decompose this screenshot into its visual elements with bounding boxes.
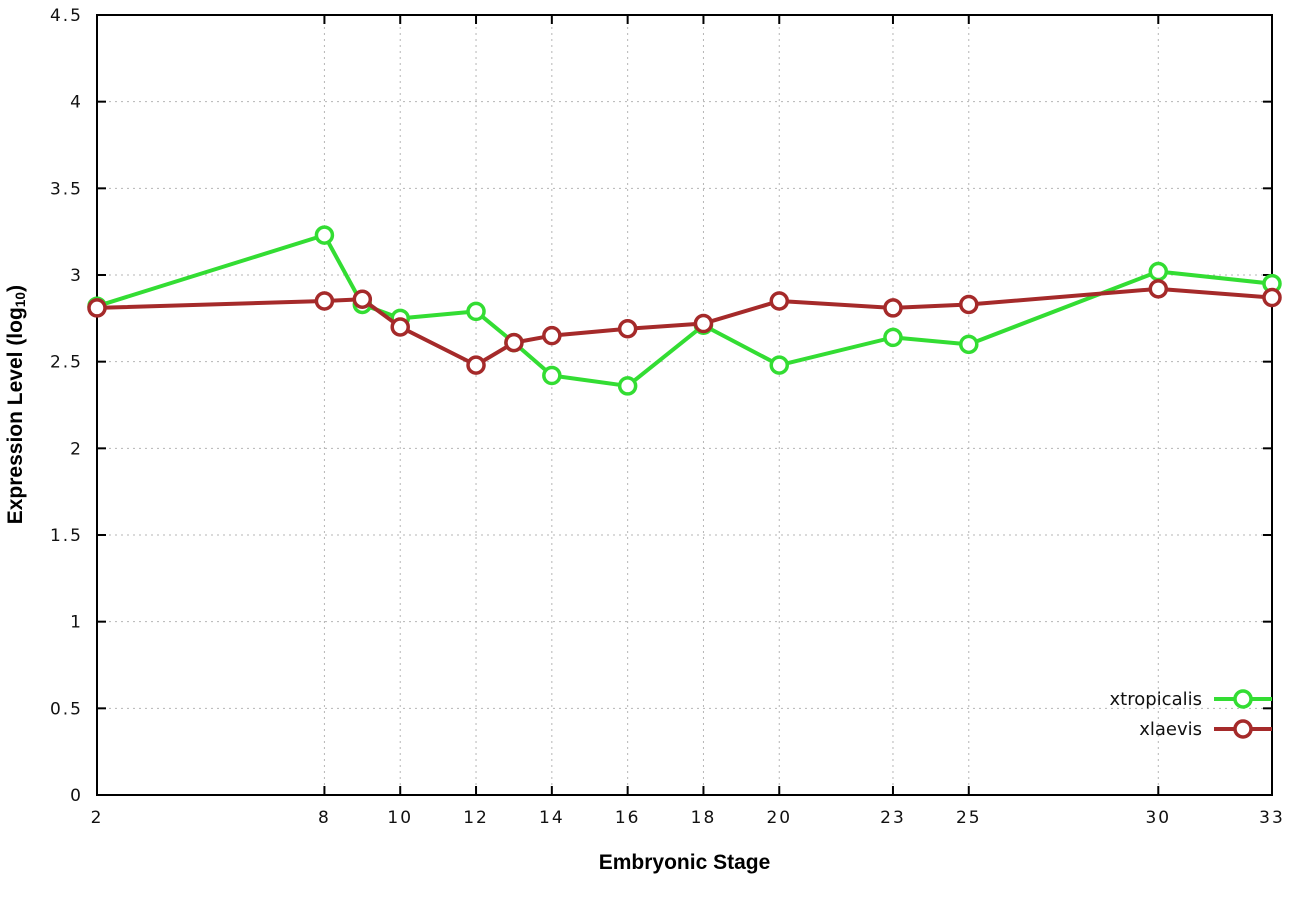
svg-text:0.5: 0.5 — [50, 699, 83, 719]
svg-text:2.5: 2.5 — [50, 353, 83, 373]
svg-text:14: 14 — [539, 808, 565, 828]
svg-text:10: 10 — [387, 808, 413, 828]
legend: xtropicalis xlaevis — [1110, 688, 1274, 740]
legend-label-xlaevis: xlaevis — [1139, 718, 1202, 740]
y-axis-title: Expression Level (log10) — [4, 285, 28, 524]
svg-text:8: 8 — [318, 808, 331, 828]
y-axis-title-wrap: Expression Level (log10) — [4, 15, 28, 795]
svg-text:0: 0 — [70, 786, 83, 806]
svg-text:20: 20 — [766, 808, 792, 828]
svg-text:30: 30 — [1145, 808, 1171, 828]
svg-text:2: 2 — [91, 808, 104, 828]
legend-item-xlaevis: xlaevis — [1139, 718, 1274, 740]
legend-label-xtropicalis: xtropicalis — [1109, 688, 1202, 710]
svg-text:4.5: 4.5 — [50, 6, 83, 26]
svg-text:33: 33 — [1259, 808, 1285, 828]
svg-text:12: 12 — [463, 808, 489, 828]
y-axis-title-subscript: 10 — [13, 292, 29, 308]
svg-text:25: 25 — [956, 808, 982, 828]
svg-text:16: 16 — [615, 808, 641, 828]
svg-text:1: 1 — [70, 613, 83, 633]
svg-text:4: 4 — [70, 93, 83, 113]
y-axis-title-close: ) — [4, 285, 27, 293]
svg-text:3.5: 3.5 — [50, 179, 83, 199]
y-axis-title-text: Expression Level (log — [4, 307, 27, 525]
svg-text:3: 3 — [70, 266, 83, 286]
svg-text:2: 2 — [70, 439, 83, 459]
svg-text:23: 23 — [880, 808, 906, 828]
svg-text:18: 18 — [691, 808, 717, 828]
x-axis-title: Embryonic Stage — [598, 851, 771, 874]
xlaevis-legend-marker-icon — [1214, 719, 1272, 739]
svg-text:1.5: 1.5 — [50, 526, 83, 546]
xtropicalis-legend-marker-icon — [1214, 689, 1272, 709]
legend-item-xtropicalis: xtropicalis — [1110, 688, 1274, 710]
